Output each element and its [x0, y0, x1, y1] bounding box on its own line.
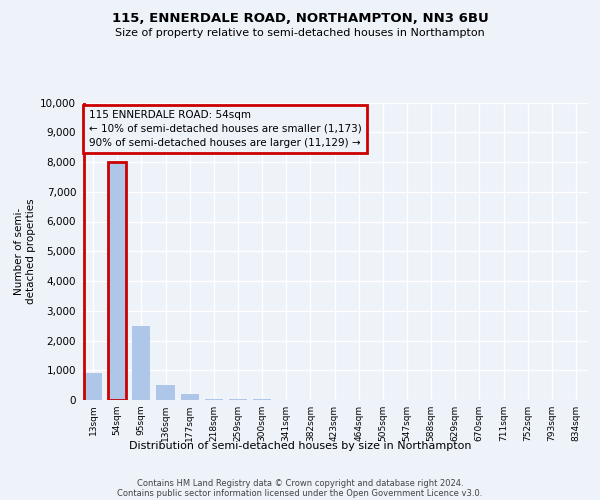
Y-axis label: Number of semi-
detached properties: Number of semi- detached properties [14, 198, 36, 304]
Bar [84, 373, 102, 400]
Text: Distribution of semi-detached houses by size in Northampton: Distribution of semi-detached houses by … [129, 441, 471, 451]
Text: 115, ENNERDALE ROAD, NORTHAMPTON, NN3 6BU: 115, ENNERDALE ROAD, NORTHAMPTON, NN3 6B… [112, 12, 488, 24]
Bar [229, 399, 247, 400]
Bar [181, 394, 199, 400]
Bar [108, 162, 126, 400]
Bar [108, 162, 126, 400]
Bar [133, 326, 151, 400]
Text: Size of property relative to semi-detached houses in Northampton: Size of property relative to semi-detach… [115, 28, 485, 38]
Bar [205, 398, 223, 400]
Text: 115 ENNERDALE ROAD: 54sqm
← 10% of semi-detached houses are smaller (1,173)
90% : 115 ENNERDALE ROAD: 54sqm ← 10% of semi-… [89, 110, 361, 148]
Text: Contains public sector information licensed under the Open Government Licence v3: Contains public sector information licen… [118, 489, 482, 498]
Text: Contains HM Land Registry data © Crown copyright and database right 2024.: Contains HM Land Registry data © Crown c… [137, 479, 463, 488]
Bar [157, 385, 175, 400]
